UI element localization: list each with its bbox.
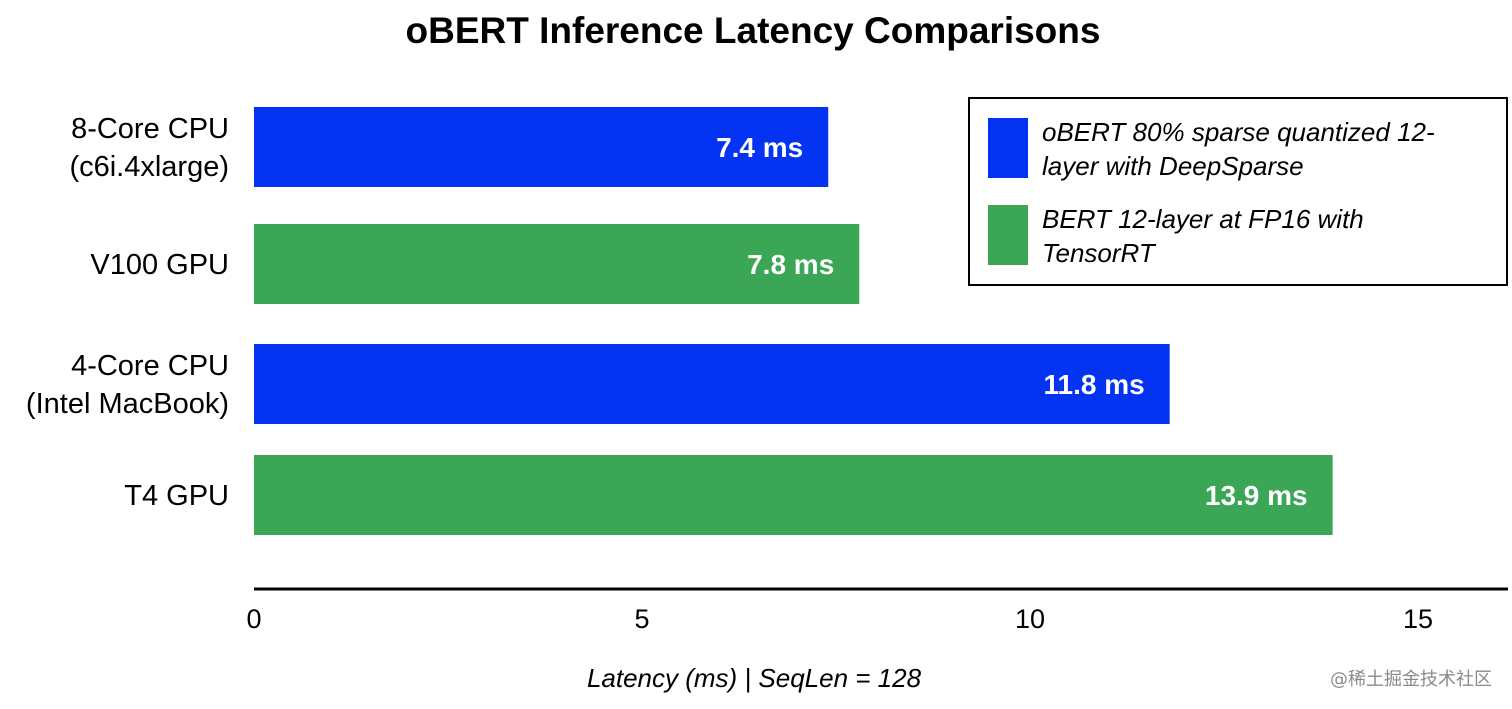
x-tick-label: 5 bbox=[634, 604, 649, 634]
x-axis-label: Latency (ms) | SeqLen = 128 bbox=[587, 663, 922, 693]
legend-label: TensorRT bbox=[1042, 238, 1157, 268]
category-label: T4 GPU bbox=[124, 480, 229, 512]
x-tick-label: 0 bbox=[246, 604, 261, 634]
legend-box bbox=[968, 97, 1508, 286]
bars-layer: 7.4 ms 7.8 ms 11.8 ms 13.9 ms bbox=[254, 107, 1333, 535]
bar-value-label: 7.4 ms bbox=[716, 132, 803, 163]
bar-value-label: 7.8 ms bbox=[747, 249, 834, 280]
category-label: 4-Core CPU bbox=[71, 350, 229, 382]
category-label: V100 GPU bbox=[90, 249, 229, 281]
x-tick-label: 10 bbox=[1015, 604, 1045, 634]
legend: oBERT 80% sparse quantized 12- layer with… bbox=[968, 97, 1508, 286]
bar-value-label: 13.9 ms bbox=[1205, 480, 1308, 511]
chart-title: oBERT Inference Latency Comparisons bbox=[406, 10, 1101, 51]
legend-swatch bbox=[988, 205, 1028, 265]
legend-entries: oBERT 80% sparse quantized 12- layer with… bbox=[988, 117, 1435, 268]
legend-label: oBERT 80% sparse quantized 12- bbox=[1042, 117, 1435, 147]
x-tick-label: 15 bbox=[1403, 604, 1433, 634]
category-label: 8-Core CPU bbox=[71, 113, 229, 145]
bar bbox=[254, 224, 860, 304]
bar bbox=[254, 107, 829, 187]
legend-label: BERT 12-layer at FP16 with bbox=[1042, 204, 1364, 234]
bar-value-label: 11.8 ms bbox=[1043, 369, 1144, 400]
category-label: (c6i.4xlarge) bbox=[69, 151, 229, 183]
legend-swatch bbox=[988, 118, 1028, 178]
legend-label: layer with DeepSparse bbox=[1042, 151, 1304, 181]
bar bbox=[254, 455, 1333, 535]
category-label: (Intel MacBook) bbox=[26, 388, 229, 420]
x-tick-labels: 0 5 10 15 bbox=[246, 604, 1433, 634]
category-labels: 8-Core CPU (c6i.4xlarge) V100 GPU 4-Core CP… bbox=[26, 113, 229, 512]
watermark-text: @稀土掘金技术社区 bbox=[1330, 669, 1492, 690]
bar bbox=[254, 344, 1170, 424]
